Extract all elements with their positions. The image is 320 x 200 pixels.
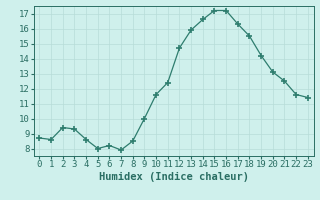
X-axis label: Humidex (Indice chaleur): Humidex (Indice chaleur) [99, 172, 249, 182]
